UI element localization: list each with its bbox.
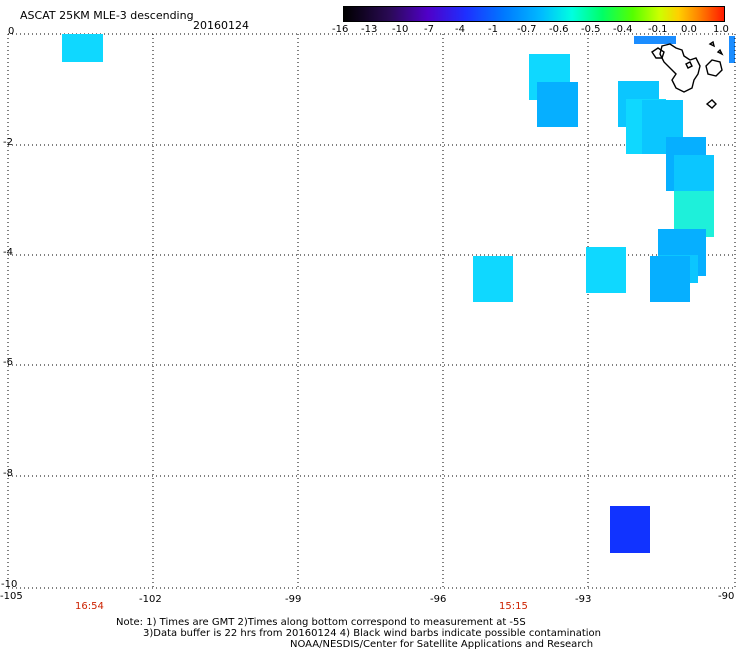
colorbar-label: -0.6 <box>549 24 569 35</box>
map-title: ASCAT 25KM MLE-3 descending <box>20 9 194 22</box>
colorbar-label: -0.7 <box>517 24 537 35</box>
x-axis-label: -90 <box>718 591 735 602</box>
colorbar-label: 0.0 <box>681 24 697 35</box>
coastline <box>651 40 724 109</box>
swath-cells <box>62 34 735 553</box>
x-axis-label: -99 <box>285 594 302 605</box>
colorbar-label: -4 <box>455 24 465 35</box>
x-axis-label: -105 <box>0 591 23 602</box>
colorbar-label: -1 <box>488 24 498 35</box>
colorbar-label: -16 <box>332 24 349 35</box>
colorbar <box>343 6 725 22</box>
map-date: 20160124 <box>193 19 249 32</box>
footnote-line-1: Note: 1) Times are GMT 2)Times along bot… <box>116 617 526 628</box>
time-label: 16:54 <box>75 601 104 612</box>
y-axis-label: 0 <box>8 26 15 37</box>
x-axis-label: -96 <box>430 594 447 605</box>
colorbar-label: -0.4 <box>613 24 633 35</box>
colorbar-label: 1.0 <box>713 24 729 35</box>
footnote-line-2: 3)Data buffer is 22 hrs from 20160124 4)… <box>143 628 601 639</box>
colorbar-label: -10 <box>392 24 409 35</box>
colorbar-label: -0.5 <box>581 24 601 35</box>
y-axis-label: -2 <box>3 137 13 148</box>
colorbar-label: -0.1 <box>648 24 668 35</box>
y-axis-label: -8 <box>3 468 13 479</box>
x-axis-label: -93 <box>575 594 592 605</box>
grid-lines <box>8 33 735 588</box>
time-label: 15:15 <box>499 601 528 612</box>
x-axis-label: -102 <box>139 594 162 605</box>
colorbar-label: -13 <box>361 24 378 35</box>
y-axis-label: -4 <box>3 247 13 258</box>
colorbar-label: -7 <box>424 24 434 35</box>
footnote-credit: NOAA/NESDIS/Center for Satellite Applica… <box>290 639 594 650</box>
y-axis-label: -10 <box>1 579 18 590</box>
y-axis-label: -6 <box>3 357 13 368</box>
